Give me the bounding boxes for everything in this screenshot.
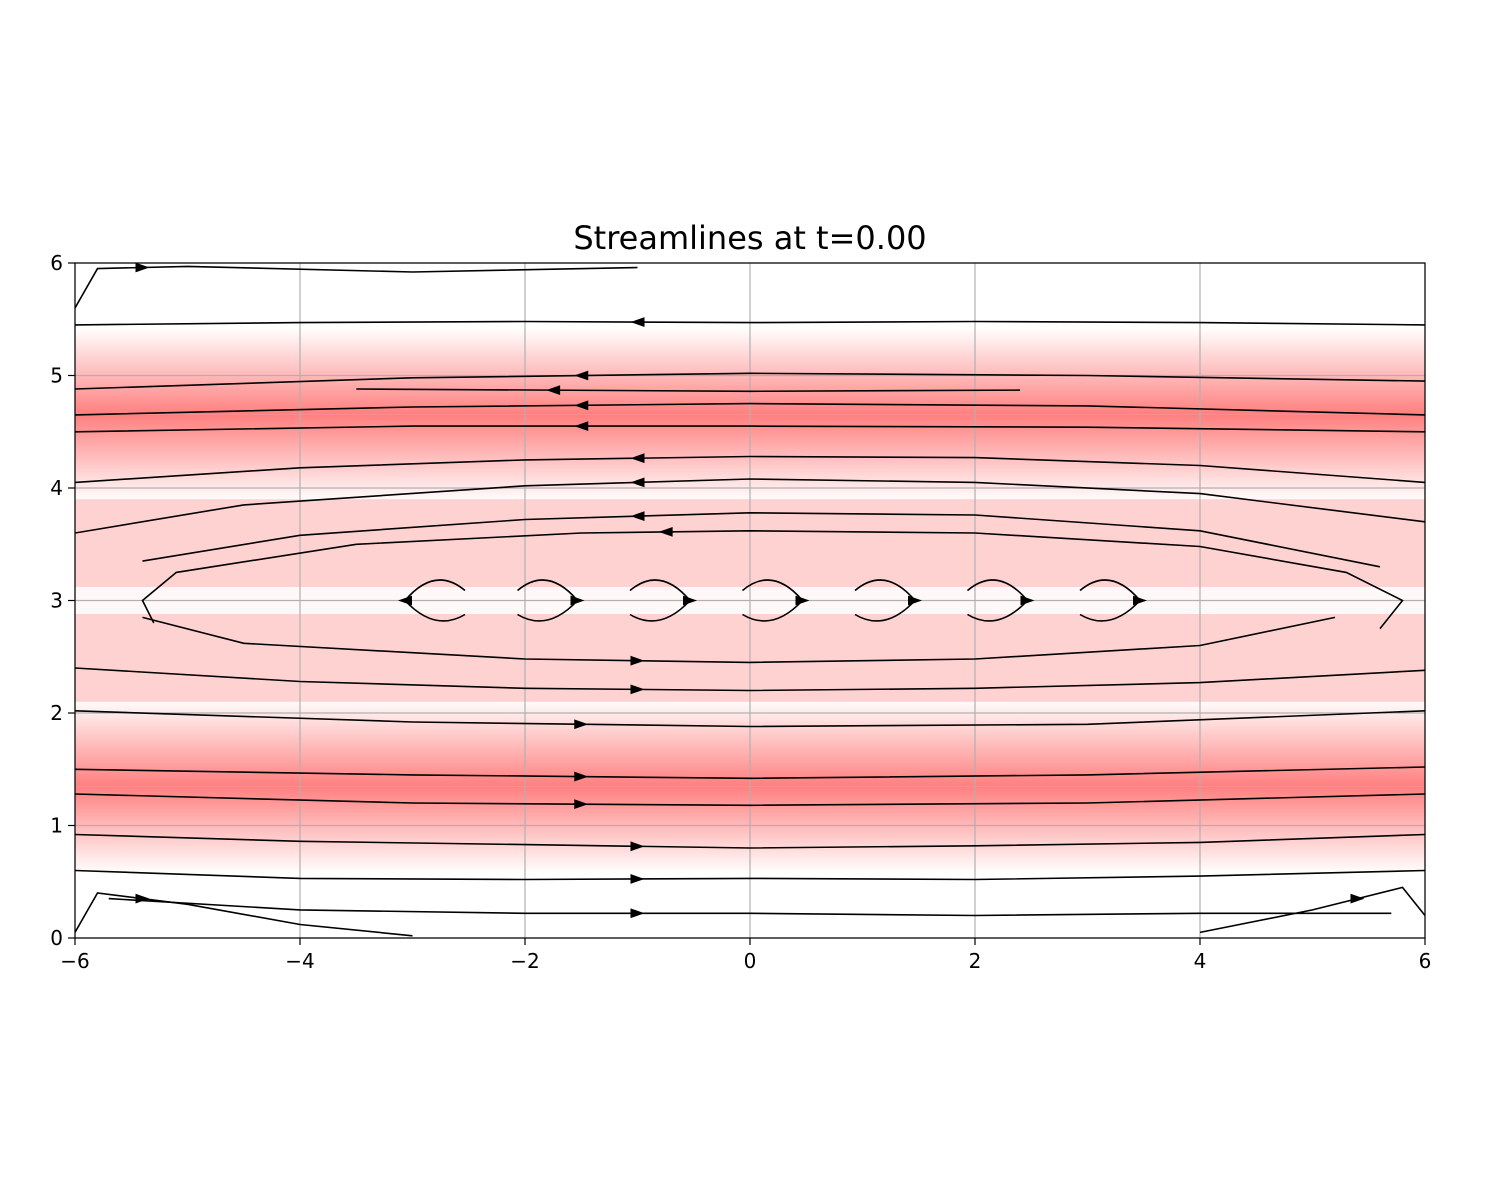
x-axis: −6 −4 −2 0 2 4 6: [60, 938, 1431, 973]
streamline-arrow-16: [630, 908, 645, 919]
y-tick-label-6: 6: [50, 251, 63, 275]
streamline-arrow-4: [574, 421, 589, 432]
y-axis: 0 1 2 3 4 5 6: [50, 251, 75, 950]
vortex-arrow-0: [398, 595, 412, 606]
streamline-5: [75, 455, 1425, 484]
streamline-arrow-18: [135, 893, 150, 904]
streamline-15: [75, 869, 1425, 881]
vortex-arrow-2: [683, 595, 697, 606]
streamline-arrow-10: [630, 684, 645, 695]
x-tick-label-6: 6: [1419, 949, 1432, 973]
y-tick-label-3: 3: [50, 589, 63, 613]
streamline-arrow-6: [630, 477, 645, 488]
y-tick-label-0: 0: [50, 926, 63, 950]
streamline-arrow-0: [630, 317, 645, 327]
streamline-14: [75, 833, 1425, 849]
streamline-11: [75, 710, 1425, 728]
vortex-arrow-4: [908, 595, 922, 606]
vortex-arrow-1: [570, 595, 585, 606]
streamline-arrow-17: [135, 263, 150, 273]
x-tick-label-3: 0: [744, 949, 757, 973]
streamline-13: [75, 793, 1425, 807]
streamline-arrow-9: [630, 655, 645, 666]
streamline-arrow-2: [546, 385, 561, 396]
vortex-arrow-3: [795, 595, 810, 606]
streamlines: [75, 263, 1425, 937]
x-tick-label-2: −2: [510, 949, 539, 973]
streamline-17: [75, 265, 638, 309]
streamline-12: [75, 766, 1425, 780]
streamline-1: [75, 372, 1425, 390]
x-tick-label-4: 2: [969, 949, 982, 973]
streamline-arrow-8: [658, 526, 673, 537]
streamline-8: [141, 529, 1404, 630]
streamline-9: [142, 616, 1336, 664]
streamline-arrow-19: [1350, 893, 1365, 904]
streamline-16: [108, 897, 1392, 917]
y-tick-label-2: 2: [50, 701, 63, 725]
streamline-arrow-13: [574, 799, 589, 810]
y-tick-label-4: 4: [50, 476, 63, 500]
vortex-arrow-6: [1133, 595, 1147, 606]
streamline-6: [75, 478, 1425, 534]
streamline-arrow-7: [630, 511, 645, 522]
y-tick-label-5: 5: [50, 364, 63, 388]
plot-area: [74, 262, 1426, 939]
streamline-2: [356, 388, 1021, 393]
streamline-10: [75, 667, 1425, 692]
streamline-0: [75, 320, 1425, 326]
streamline-arrow-5: [630, 453, 645, 464]
streamline-arrow-12: [574, 771, 589, 782]
x-tick-label-0: −6: [60, 949, 89, 973]
streamline-arrow-14: [630, 841, 645, 852]
streamline-18: [75, 892, 413, 937]
chart-title: Streamlines at t=0.00: [573, 219, 926, 257]
streamline-arrow-1: [574, 370, 589, 381]
y-tick-label-1: 1: [50, 814, 63, 838]
streamline-arrow-15: [630, 874, 645, 884]
streamline-arrow-11: [574, 719, 589, 730]
streamline-7: [142, 511, 1381, 568]
vortex-arrow-5: [1020, 595, 1035, 606]
streamline-3: [75, 402, 1425, 416]
x-tick-label-1: −4: [285, 949, 314, 973]
streamline-4: [75, 425, 1425, 433]
x-tick-label-5: 4: [1194, 949, 1207, 973]
streamline-arrow-3: [574, 400, 589, 411]
